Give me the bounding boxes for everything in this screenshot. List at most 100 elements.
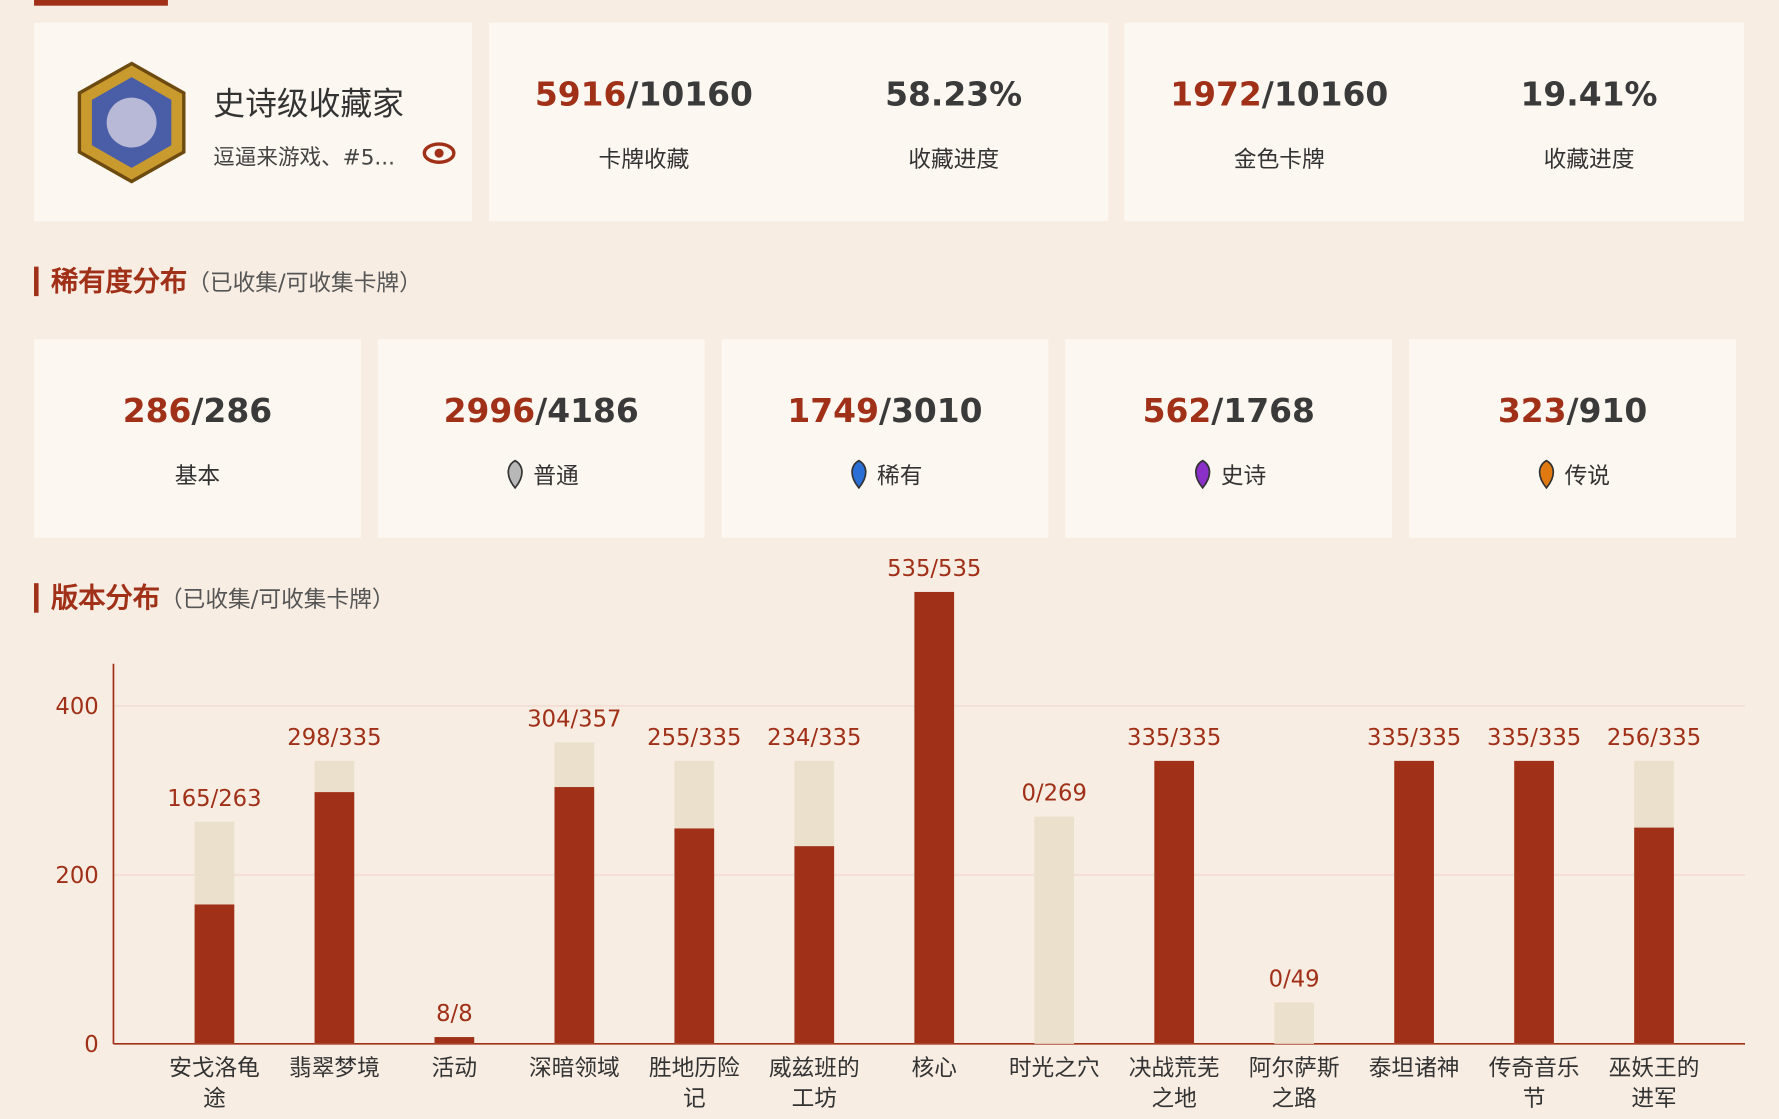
rarity-card: 29964186 普通 [377, 339, 705, 538]
collected-count: 1972 [1170, 74, 1262, 114]
x-tick-label: 胜地历险记 [649, 1056, 740, 1113]
value-label: 335/335 [1367, 725, 1461, 751]
rarity-label: 普通 [378, 457, 705, 490]
section-title: 版本分布 [51, 582, 160, 614]
value-label: 255/335 [647, 725, 741, 751]
profile-card: 史诗级收藏家 逗逼来游戏、#5... [34, 22, 472, 222]
total-count: 910 [1567, 391, 1648, 430]
profile-name: 史诗级收藏家 [213, 85, 404, 123]
bar-collected [554, 787, 595, 1044]
gem-icon [1195, 459, 1211, 489]
stat-card: 591610160 卡牌收藏 58.23% 收藏进度 [489, 22, 1109, 222]
value-label: 234/335 [767, 725, 861, 751]
profile-subtitle: 逗逼来游戏、#5... [213, 145, 396, 171]
total-count: 1768 [1211, 391, 1315, 430]
rarity-count: 29964186 [378, 391, 705, 430]
rarity-label: 传说 [1409, 457, 1736, 490]
x-tick-label: 活动 [432, 1056, 477, 1082]
value-label: 298/335 [287, 725, 381, 751]
gem-icon [851, 459, 867, 489]
bar-collected [1394, 760, 1434, 1044]
total-count: 3010 [879, 391, 983, 430]
x-tick-label: 安戈洛龟途 [169, 1056, 260, 1113]
x-tick-label: 传奇音乐节 [1489, 1056, 1580, 1113]
bar-total [1034, 816, 1075, 1044]
rarity-label: 史诗 [1065, 457, 1392, 490]
total-count: 10160 [626, 75, 753, 114]
total-count: 4186 [535, 391, 639, 430]
value-label: 335/335 [1127, 725, 1221, 751]
collected-count: 1749 [787, 391, 879, 431]
eye-icon[interactable] [422, 141, 456, 166]
rarity-name: 基本 [174, 461, 221, 490]
value-label: 0/269 [1022, 781, 1087, 807]
bar-collected [794, 846, 835, 1044]
y-tick-label: 200 [55, 863, 98, 889]
rarity-card: 17493010 稀有 [721, 339, 1049, 538]
rarity-card: 286286 基本 [34, 339, 361, 538]
bar-collected [914, 591, 955, 1044]
stat-label: 卡牌收藏 [598, 145, 690, 173]
rarity-name: 史诗 [1220, 461, 1267, 490]
gem-icon [1538, 459, 1555, 489]
collected-count: 5916 [534, 74, 627, 114]
bar-collected [674, 828, 715, 1044]
bar-collected [434, 1037, 475, 1044]
bar-collected [194, 904, 235, 1044]
bar-total [1274, 1002, 1315, 1044]
rarity-card: 323910 传说 [1409, 339, 1736, 538]
rarity-name: 稀有 [877, 461, 923, 490]
collected-count: 286 [122, 391, 192, 431]
collected-count: 562 [1142, 391, 1212, 431]
x-tick-label: 核心 [912, 1056, 957, 1082]
stat-label: 收藏进度 [1543, 145, 1635, 173]
stat-label: 金色卡牌 [1233, 145, 1325, 173]
avatar [77, 61, 186, 184]
rarity-card: 5621768 史诗 [1065, 339, 1393, 538]
rarity-label: 基本 [34, 457, 361, 490]
stat-percent: 58.23% [885, 74, 1023, 114]
x-tick-label: 翡翠梦境 [289, 1056, 380, 1082]
value-label: 535/535 [887, 556, 981, 582]
gem-icon [507, 459, 523, 489]
value-label: 8/8 [436, 1001, 473, 1027]
value-label: 165/263 [167, 786, 261, 812]
total-count: 286 [191, 391, 272, 430]
x-tick-label: 深暗领域 [529, 1056, 620, 1082]
section-note: （已收集/可收集卡牌） [159, 585, 395, 613]
x-tick-label: 决战荒芜之地 [1129, 1056, 1220, 1113]
value-label: 335/335 [1487, 725, 1581, 751]
rarity-count: 5621768 [1065, 391, 1392, 430]
rarity-name: 传说 [1564, 461, 1610, 490]
bar-collected [1154, 760, 1195, 1044]
value-label: 304/357 [527, 706, 621, 732]
x-tick-label: 泰坦诸神 [1369, 1056, 1460, 1082]
rarity-count: 17493010 [722, 391, 1049, 430]
stat-count: 197210160 [1124, 75, 1434, 114]
collected-count: 2996 [443, 391, 536, 431]
rarity-label: 稀有 [722, 457, 1049, 490]
rarity-name: 普通 [533, 461, 579, 490]
rarity-count: 323910 [1409, 391, 1736, 430]
x-tick-label: 巫妖王的进军 [1609, 1056, 1700, 1113]
stat-count: 591610160 [489, 75, 799, 114]
section-heading: 稀有度分布（已收集/可收集卡牌） [34, 265, 422, 298]
bar-collected [1634, 827, 1674, 1044]
y-tick-label: 0 [84, 1032, 98, 1058]
section-title: 稀有度分布 [51, 265, 188, 298]
value-label: 256/335 [1607, 725, 1701, 751]
x-tick-label: 阿尔萨斯之路 [1249, 1056, 1340, 1113]
total-count: 10160 [1262, 75, 1389, 114]
bar-collected [314, 792, 355, 1044]
section-note: （已收集/可收集卡牌） [187, 268, 422, 297]
y-tick-label: 400 [55, 694, 98, 720]
stat-label: 收藏进度 [908, 145, 1000, 173]
collected-count: 323 [1497, 391, 1567, 431]
tab-indicator [34, 0, 168, 6]
section-heading: 版本分布（已收集/可收集卡牌） [34, 582, 395, 614]
stat-percent: 19.41% [1520, 74, 1658, 114]
stat-card: 197210160 金色卡牌 19.41% 收藏进度 [1124, 22, 1744, 222]
